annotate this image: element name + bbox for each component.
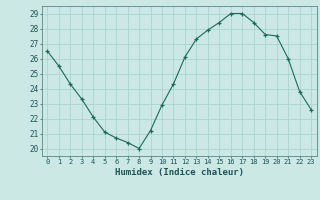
X-axis label: Humidex (Indice chaleur): Humidex (Indice chaleur) (115, 168, 244, 177)
